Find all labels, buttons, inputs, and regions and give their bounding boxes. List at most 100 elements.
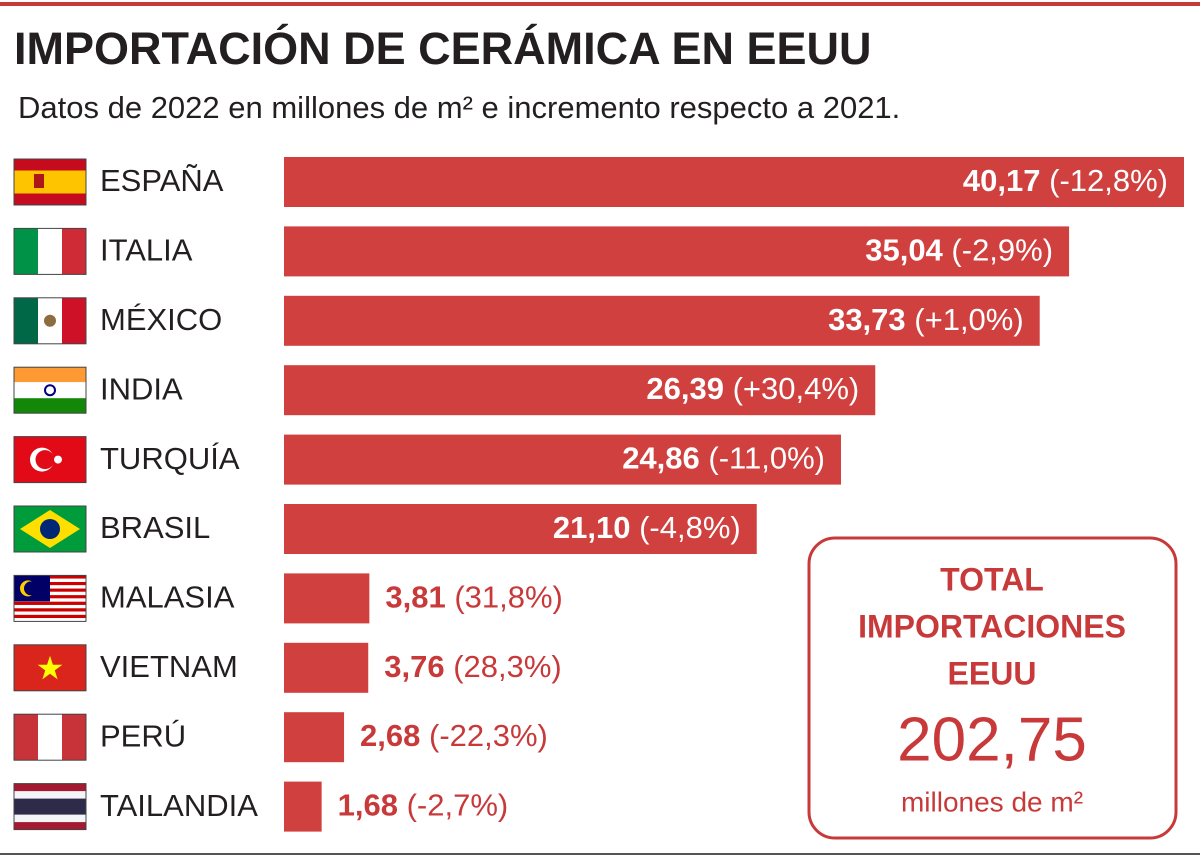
flag-part: [14, 228, 38, 275]
category-label: ESPAÑA: [100, 163, 224, 198]
value-label: 26,39: [646, 371, 724, 406]
flag: [13, 783, 87, 831]
change-label: (+1,0%): [914, 302, 1023, 337]
value-label: 3,81: [385, 580, 445, 615]
flag-border: [13, 713, 87, 761]
flag-part: [14, 367, 86, 383]
total-heading: EEUU: [948, 655, 1037, 691]
bar: [284, 504, 757, 554]
flag-part: [38, 228, 62, 275]
flag-part: [14, 398, 86, 414]
category-label: ITALIA: [100, 233, 193, 268]
bar: [284, 365, 876, 416]
flag-part: [24, 581, 38, 596]
flag-part: [14, 798, 86, 815]
flag-part: [34, 174, 44, 188]
flag-part: [14, 170, 86, 194]
flag-border: [13, 644, 87, 692]
flag: [13, 505, 87, 553]
value-label: 33,73: [828, 302, 906, 337]
value-label: 3,76: [384, 649, 444, 684]
value-label: 1,68: [338, 788, 398, 823]
value-label: 21,10: [553, 510, 631, 545]
flag-part: [54, 455, 62, 464]
value-label: 35,04: [865, 233, 943, 268]
data-label: 3,76 (28,3%): [384, 649, 562, 684]
flag: [13, 158, 87, 206]
change-label: (-22,3%): [429, 718, 548, 753]
bar: [284, 712, 345, 763]
flag-part: [14, 297, 38, 344]
flag-part: [62, 297, 86, 344]
flag-part: [35, 450, 55, 470]
flag-part: [14, 611, 86, 615]
flag-border: [13, 436, 87, 484]
flag: [13, 644, 87, 692]
data-label: 24,86 (-11,0%): [622, 441, 825, 476]
change-label: (31,8%): [454, 580, 563, 615]
flag: [13, 366, 87, 414]
data-label: 3,81 (31,8%): [385, 580, 563, 615]
flag-part: [14, 604, 86, 609]
change-label: (-2,9%): [951, 233, 1053, 268]
flag-border: [13, 783, 87, 831]
category-label: MÉXICO: [100, 302, 222, 337]
bar: [284, 781, 322, 832]
category-label: TAILANDIA: [100, 788, 258, 823]
flag-part: [40, 519, 60, 539]
top-rule: [0, 2, 1200, 6]
data-label: 35,04 (-2,9%): [865, 233, 1053, 268]
flag-part: [14, 614, 86, 619]
flag: [13, 713, 87, 761]
change-label: (-2,7%): [407, 788, 509, 823]
flag-border: [13, 505, 87, 553]
flag-border: [13, 297, 87, 345]
flag: [13, 227, 87, 275]
flag: [13, 574, 87, 622]
change-label: (-11,0%): [708, 441, 825, 476]
flag-border: [13, 366, 87, 414]
category-label: PERÚ: [100, 718, 186, 753]
bar: [284, 295, 1040, 346]
total-heading: IMPORTACIONES: [858, 608, 1126, 644]
value-label: 2,68: [360, 718, 420, 753]
flag-part: [62, 714, 86, 761]
bar: [284, 573, 370, 624]
category-label: BRASIL: [100, 510, 210, 545]
change-label: (28,3%): [453, 649, 562, 684]
change-label: (+30,4%): [733, 371, 860, 406]
flag-part: [44, 314, 56, 327]
flag-part: [14, 608, 86, 612]
flag-part: [38, 714, 62, 761]
flag-border: [13, 158, 87, 206]
bar: [284, 434, 841, 485]
flag-part: [46, 386, 54, 395]
flag: [13, 436, 87, 484]
total-box: [807, 536, 1178, 840]
data-label: 1,68 (-2,7%): [338, 788, 509, 823]
total-unit: millones de m²: [901, 786, 1083, 817]
bar: [284, 642, 369, 693]
data-label: 40,17 (-12,8%): [963, 163, 1168, 198]
flag-part: [62, 228, 86, 275]
flag: [13, 297, 87, 345]
data-label: 33,73 (+1,0%): [828, 302, 1024, 337]
change-label: (-4,8%): [639, 510, 741, 545]
flag-part: [14, 601, 86, 605]
data-label: 26,39 (+30,4%): [646, 371, 859, 406]
chart-subtitle: Datos de 2022 en millones de m² e increm…: [18, 90, 900, 125]
data-label: 21,10 (-4,8%): [553, 510, 741, 545]
chart-title: IMPORTACIÓN DE CERÁMICA EN EEUU: [14, 23, 872, 74]
total-value: 202,75: [897, 705, 1087, 774]
flag-part: [14, 618, 86, 622]
data-label: 2,68 (-22,3%): [360, 718, 548, 753]
bar: [284, 157, 1184, 207]
flag-border: [13, 574, 87, 622]
category-label: TURQUÍA: [100, 441, 240, 476]
bar: [284, 226, 1070, 277]
bottom-rule: [0, 853, 1200, 855]
change-label: (-12,8%): [1049, 163, 1168, 198]
category-label: INDIA: [100, 371, 183, 406]
value-label: 40,17: [963, 163, 1041, 198]
